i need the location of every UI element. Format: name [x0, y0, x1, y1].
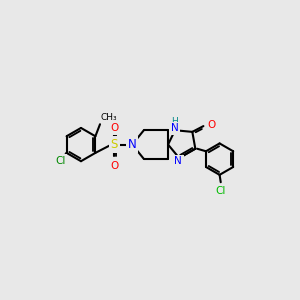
Text: N: N: [128, 138, 136, 151]
Text: S: S: [111, 138, 118, 151]
Text: N: N: [174, 156, 182, 167]
Text: O: O: [207, 120, 215, 130]
Text: H: H: [171, 117, 178, 126]
Text: N: N: [171, 123, 178, 134]
Text: Cl: Cl: [216, 186, 226, 196]
Text: CH₃: CH₃: [101, 113, 117, 122]
Text: Cl: Cl: [55, 156, 65, 166]
Text: O: O: [110, 161, 118, 171]
Text: O: O: [110, 123, 118, 134]
